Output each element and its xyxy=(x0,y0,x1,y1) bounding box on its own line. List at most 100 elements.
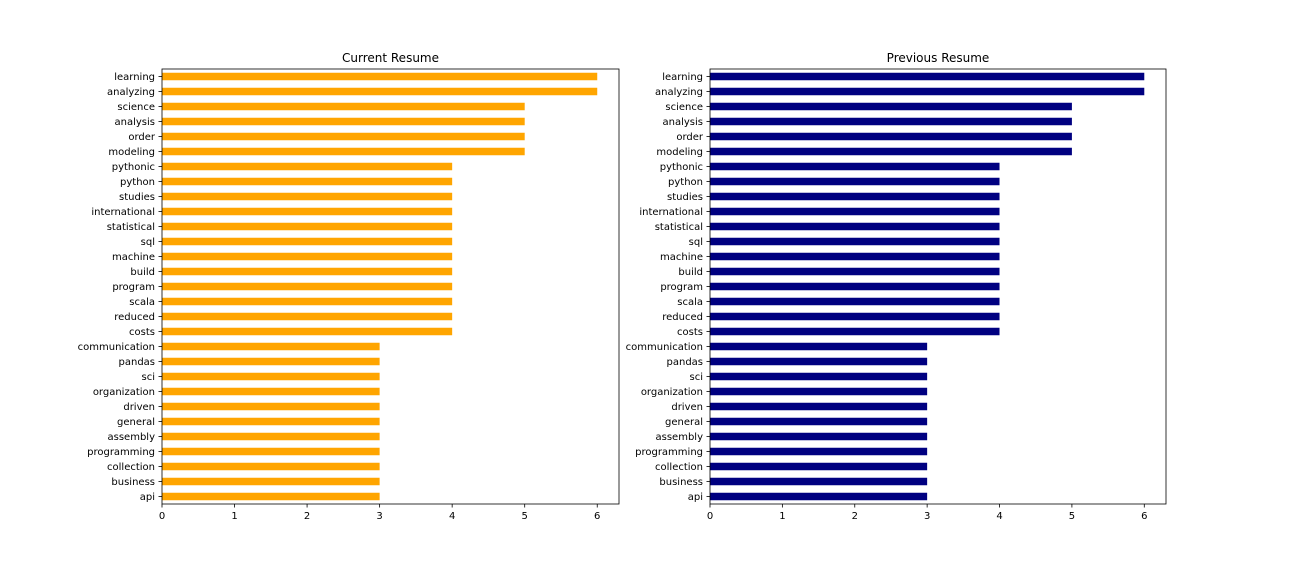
y-tick-label: assembly xyxy=(108,432,156,443)
y-tick-label: sql xyxy=(689,237,703,248)
bar-learning xyxy=(162,73,597,81)
y-tick-label: general xyxy=(665,417,703,428)
bar-collection xyxy=(162,463,380,471)
y-tick-label: pandas xyxy=(119,357,156,368)
y-tick-label: python xyxy=(120,177,155,188)
x-tick-label: 3 xyxy=(924,511,930,522)
y-tick-label: assembly xyxy=(656,432,704,443)
bar-analyzing xyxy=(162,88,597,96)
bar-pythonic xyxy=(710,163,1000,171)
bar-collection xyxy=(710,463,927,471)
bar-machine xyxy=(710,253,1000,261)
y-tick-label: scala xyxy=(129,297,155,308)
bar-driven xyxy=(710,403,927,411)
y-tick-label: analysis xyxy=(115,117,156,128)
bar-sci xyxy=(710,373,927,381)
bar-api xyxy=(710,493,927,501)
y-tick-label: analysis xyxy=(663,117,704,128)
y-tick-label: program xyxy=(112,282,155,293)
x-tick-label: 4 xyxy=(996,511,1002,522)
y-tick-label: pythonic xyxy=(112,162,155,173)
y-tick-label: modeling xyxy=(656,147,703,158)
bar-science xyxy=(162,103,525,111)
y-tick-label: sql xyxy=(141,237,155,248)
y-tick-label: order xyxy=(676,132,704,143)
y-tick-label: international xyxy=(639,207,703,218)
y-tick-label: learning xyxy=(662,72,703,83)
bar-international xyxy=(162,208,452,216)
y-tick-label: communication xyxy=(626,342,703,353)
chart-title: Previous Resume xyxy=(887,51,990,65)
y-tick-label: python xyxy=(668,177,703,188)
bar-business xyxy=(162,478,380,486)
y-tick-label: studies xyxy=(119,192,155,203)
y-tick-label: statistical xyxy=(107,222,155,233)
bar-build xyxy=(162,268,452,276)
y-tick-label: learning xyxy=(114,72,155,83)
y-tick-label: analyzing xyxy=(107,87,155,98)
bar-costs xyxy=(710,328,1000,336)
bar-analyzing xyxy=(710,88,1144,96)
y-tick-label: collection xyxy=(107,462,155,473)
y-tick-label: program xyxy=(660,282,703,293)
y-tick-label: machine xyxy=(660,252,703,263)
x-tick-label: 0 xyxy=(159,511,165,522)
bar-general xyxy=(710,418,927,426)
bar-science xyxy=(710,103,1072,111)
bar-modeling xyxy=(162,148,525,156)
y-tick-label: build xyxy=(130,267,155,278)
y-tick-label: collection xyxy=(655,462,703,473)
y-tick-label: studies xyxy=(667,192,703,203)
bar-organization xyxy=(162,388,380,396)
y-tick-label: statistical xyxy=(655,222,703,233)
y-tick-label: business xyxy=(659,477,703,488)
y-tick-label: scala xyxy=(677,297,703,308)
bar-costs xyxy=(162,328,452,336)
y-tick-label: international xyxy=(91,207,155,218)
chart-title: Current Resume xyxy=(342,51,439,65)
bar-order xyxy=(162,133,525,141)
y-tick-label: programming xyxy=(635,447,703,458)
y-tick-label: science xyxy=(117,102,155,113)
x-tick-label: 1 xyxy=(231,511,237,522)
x-tick-label: 2 xyxy=(852,511,858,522)
bar-studies xyxy=(710,193,1000,201)
bar-sql xyxy=(710,238,1000,246)
x-tick-label: 0 xyxy=(707,511,713,522)
bar-statistical xyxy=(162,223,452,231)
bar-analysis xyxy=(162,118,525,126)
bar-analysis xyxy=(710,118,1072,126)
x-tick-label: 3 xyxy=(376,511,382,522)
y-tick-label: programming xyxy=(87,447,155,458)
bar-machine xyxy=(162,253,452,261)
bar-organization xyxy=(710,388,927,396)
bar-driven xyxy=(162,403,380,411)
y-tick-label: modeling xyxy=(108,147,155,158)
bar-studies xyxy=(162,193,452,201)
bar-international xyxy=(710,208,1000,216)
x-tick-label: 2 xyxy=(304,511,310,522)
bar-sql xyxy=(162,238,452,246)
y-tick-label: driven xyxy=(671,402,703,413)
x-tick-label: 6 xyxy=(594,511,600,522)
bar-scala xyxy=(710,298,1000,306)
bar-reduced xyxy=(710,313,1000,321)
y-tick-label: build xyxy=(678,267,703,278)
bar-modeling xyxy=(710,148,1072,156)
y-tick-label: business xyxy=(111,477,155,488)
y-tick-label: organization xyxy=(641,387,703,398)
y-tick-label: science xyxy=(665,102,703,113)
y-tick-label: pandas xyxy=(667,357,704,368)
bar-learning xyxy=(710,73,1144,81)
bar-general xyxy=(162,418,380,426)
x-tick-label: 1 xyxy=(779,511,785,522)
bar-reduced xyxy=(162,313,452,321)
x-tick-label: 5 xyxy=(1069,511,1075,522)
bar-business xyxy=(710,478,927,486)
bar-programming xyxy=(710,448,927,456)
y-tick-label: analyzing xyxy=(655,87,703,98)
y-tick-label: general xyxy=(117,417,155,428)
chart-previous-resume: Previous Resume learning analyzing science a… xyxy=(626,51,1166,522)
bar-pythonic xyxy=(162,163,452,171)
